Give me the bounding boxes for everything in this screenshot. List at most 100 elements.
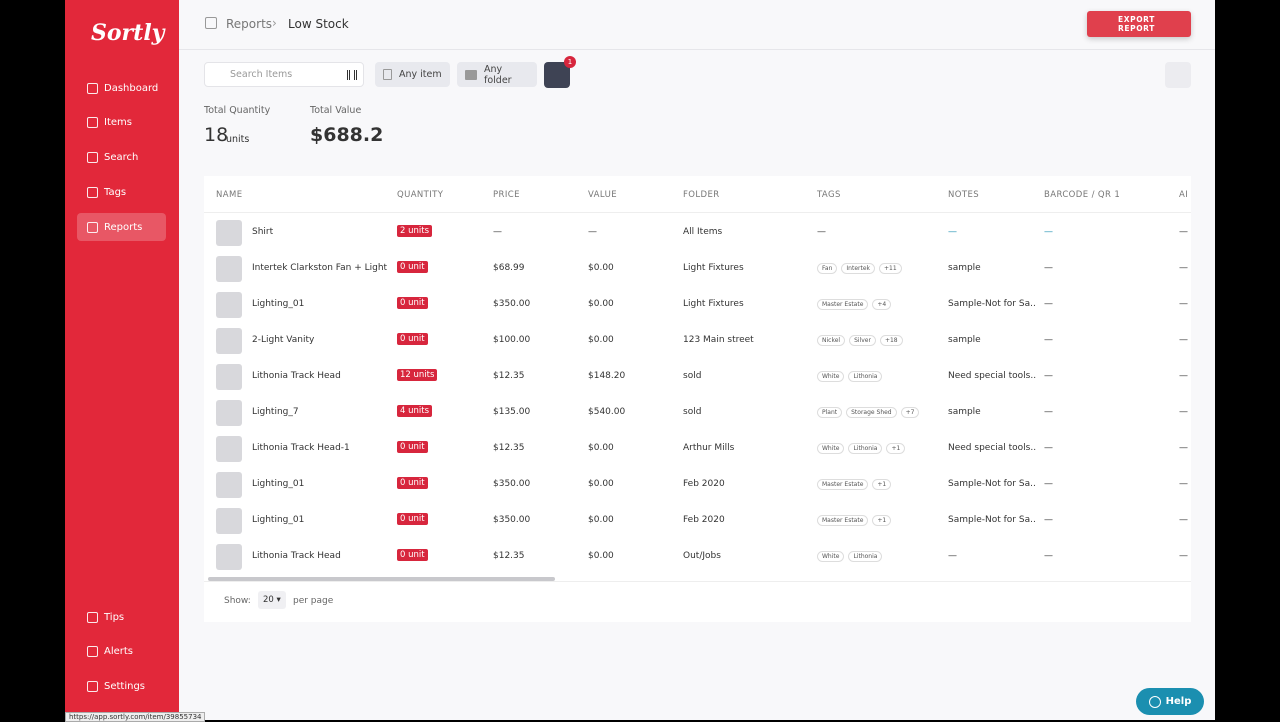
tag[interactable]: White bbox=[817, 443, 845, 454]
logo[interactable]: Sortly bbox=[91, 20, 165, 46]
nav-item[interactable]: Alerts bbox=[77, 638, 166, 666]
tag[interactable]: +1 bbox=[872, 479, 892, 490]
nav-item[interactable]: Tips bbox=[77, 603, 166, 631]
nav-icon bbox=[87, 186, 98, 198]
column-header[interactable]: PRICE bbox=[493, 190, 520, 200]
folder: sold bbox=[683, 371, 702, 381]
item-name[interactable]: Lighting_7 bbox=[252, 407, 299, 417]
item-thumbnail bbox=[216, 400, 242, 426]
tag[interactable]: Master Estate bbox=[817, 515, 869, 526]
column-header[interactable]: VALUE bbox=[588, 190, 617, 200]
tag[interactable]: Lithonia bbox=[848, 371, 883, 382]
tag[interactable]: White bbox=[817, 371, 845, 382]
nav-icon bbox=[87, 117, 98, 129]
table-row[interactable]: 2-Light Vanity 0 unit $100.00 $0.00 123 Main… bbox=[204, 323, 1191, 359]
nav-label: Search bbox=[104, 152, 139, 164]
table-row[interactable]: Lighting_01 0 unit $350.00 $0.00 Feb 2020 Mas… bbox=[204, 467, 1191, 503]
table-row[interactable]: Lithonia Track Head 0 unit $12.35 $0.00 Out/… bbox=[204, 539, 1191, 575]
quantity-cell: 4 units bbox=[397, 405, 433, 417]
table-row[interactable]: Lithonia Track Head-1 0 unit $12.35 $0.00 Ar… bbox=[204, 431, 1191, 467]
tag[interactable]: Silver bbox=[849, 335, 876, 346]
total-quantity-label: Total Quantity bbox=[204, 105, 271, 116]
table-row[interactable]: Lithonia Track Head 12 units $12.35 $148.20… bbox=[204, 359, 1191, 395]
item-filter[interactable]: Any item bbox=[375, 62, 450, 87]
table-row[interactable]: Shirt 2 units — — All Items — — — — bbox=[204, 215, 1191, 251]
empty-tags: — bbox=[817, 227, 826, 237]
extra: — bbox=[1179, 407, 1188, 417]
tag[interactable]: Lithonia bbox=[848, 551, 883, 562]
item-name[interactable]: Lithonia Track Head bbox=[252, 371, 341, 381]
value: — bbox=[588, 227, 597, 237]
barcode: — bbox=[1044, 515, 1053, 525]
item-name[interactable]: Lighting_01 bbox=[252, 479, 305, 489]
quantity-badge: 0 unit bbox=[397, 549, 428, 561]
tag[interactable]: Lithonia bbox=[848, 443, 883, 454]
per-page-suffix: per page bbox=[293, 596, 334, 606]
tag[interactable]: White bbox=[817, 551, 845, 562]
export-button[interactable]: EXPORT REPORT bbox=[1087, 11, 1191, 37]
nav-label: Items bbox=[104, 117, 132, 129]
tag[interactable]: +18 bbox=[879, 335, 903, 346]
price: — bbox=[493, 227, 502, 237]
tag[interactable]: +1 bbox=[872, 515, 892, 526]
total-value-label: Total Value bbox=[310, 105, 362, 116]
table-row[interactable]: Lighting_01 0 unit $350.00 $0.00 Light Fixtu… bbox=[204, 287, 1191, 323]
tag[interactable]: Intertek bbox=[841, 263, 875, 274]
notes: sample bbox=[948, 335, 981, 345]
column-header[interactable]: QUANTITY bbox=[397, 190, 444, 200]
column-header[interactable]: FOLDER bbox=[683, 190, 720, 200]
barcode: — bbox=[1044, 551, 1053, 561]
nav-item[interactable]: Dashboard bbox=[77, 74, 166, 102]
column-header[interactable]: NOTES bbox=[948, 190, 980, 200]
value: $0.00 bbox=[588, 335, 614, 345]
folder-filter[interactable]: Any folder bbox=[457, 62, 537, 87]
item-name[interactable]: Lithonia Track Head-1 bbox=[252, 443, 350, 453]
tag[interactable]: +11 bbox=[879, 263, 902, 274]
divider bbox=[204, 581, 1191, 582]
tag[interactable]: +4 bbox=[872, 299, 892, 310]
scrollbar[interactable] bbox=[208, 577, 555, 581]
tag[interactable]: Plant bbox=[817, 407, 843, 418]
item-name[interactable]: Shirt bbox=[252, 227, 274, 237]
item-name[interactable]: 2-Light Vanity bbox=[252, 335, 315, 345]
nav-item[interactable]: Tags bbox=[77, 178, 166, 206]
tag[interactable]: Master Estate bbox=[817, 479, 869, 490]
per-page-select[interactable]: 20 ▾ bbox=[258, 591, 286, 609]
item-name[interactable]: Lighting_01 bbox=[252, 299, 305, 309]
tag[interactable]: Fan bbox=[817, 263, 838, 274]
tag[interactable]: Master Estate bbox=[817, 299, 869, 310]
price: $12.35 bbox=[493, 551, 525, 561]
breadcrumb-link[interactable]: Reports bbox=[226, 17, 273, 31]
per-page-value: 20 bbox=[263, 595, 274, 605]
barcode-icon[interactable] bbox=[347, 70, 357, 80]
quantity-badge: 0 unit bbox=[397, 297, 428, 309]
nav-item[interactable]: Settings bbox=[77, 673, 166, 701]
tag[interactable]: Storage Shed bbox=[846, 407, 897, 418]
tags-cell: Master Estate +4 bbox=[817, 299, 895, 310]
table-row[interactable]: Intertek Clarkston Fan + Light ... 0 unit… bbox=[204, 251, 1191, 287]
table-row[interactable]: Lighting_01 0 unit $350.00 $0.00 Feb 2020 Mas… bbox=[204, 503, 1191, 539]
nav-item[interactable]: Items bbox=[77, 109, 166, 137]
view-toggle[interactable] bbox=[1165, 62, 1191, 88]
tag[interactable]: Nickel bbox=[817, 335, 846, 346]
item-name[interactable]: Lithonia Track Head bbox=[252, 551, 341, 561]
nav-icon bbox=[87, 611, 98, 623]
quantity-cell: 0 unit bbox=[397, 261, 428, 273]
notes: Need special tools... bbox=[948, 371, 1036, 381]
tag[interactable]: +1 bbox=[886, 443, 906, 454]
help-button[interactable]: Help bbox=[1136, 688, 1204, 715]
item-name[interactable]: Intertek Clarkston Fan + Light ... bbox=[252, 263, 388, 273]
tag[interactable]: +7 bbox=[900, 407, 920, 418]
item-name[interactable]: Lighting_01 bbox=[252, 515, 305, 525]
folder: sold bbox=[683, 407, 702, 417]
nav-label: Alerts bbox=[104, 646, 134, 658]
nav-item[interactable]: Search bbox=[77, 144, 166, 172]
table-row[interactable]: Lighting_7 4 units $135.00 $540.00 sold Plant… bbox=[204, 395, 1191, 431]
column-header[interactable]: AI bbox=[1179, 190, 1189, 200]
nav-item[interactable]: Reports bbox=[77, 213, 166, 242]
column-header[interactable]: TAGS bbox=[817, 190, 841, 200]
column-header[interactable]: NAME bbox=[216, 190, 243, 200]
search-box[interactable]: Search Items bbox=[204, 62, 364, 87]
column-header[interactable]: BARCODE / QR 1 bbox=[1044, 190, 1121, 200]
price: $350.00 bbox=[493, 515, 531, 525]
